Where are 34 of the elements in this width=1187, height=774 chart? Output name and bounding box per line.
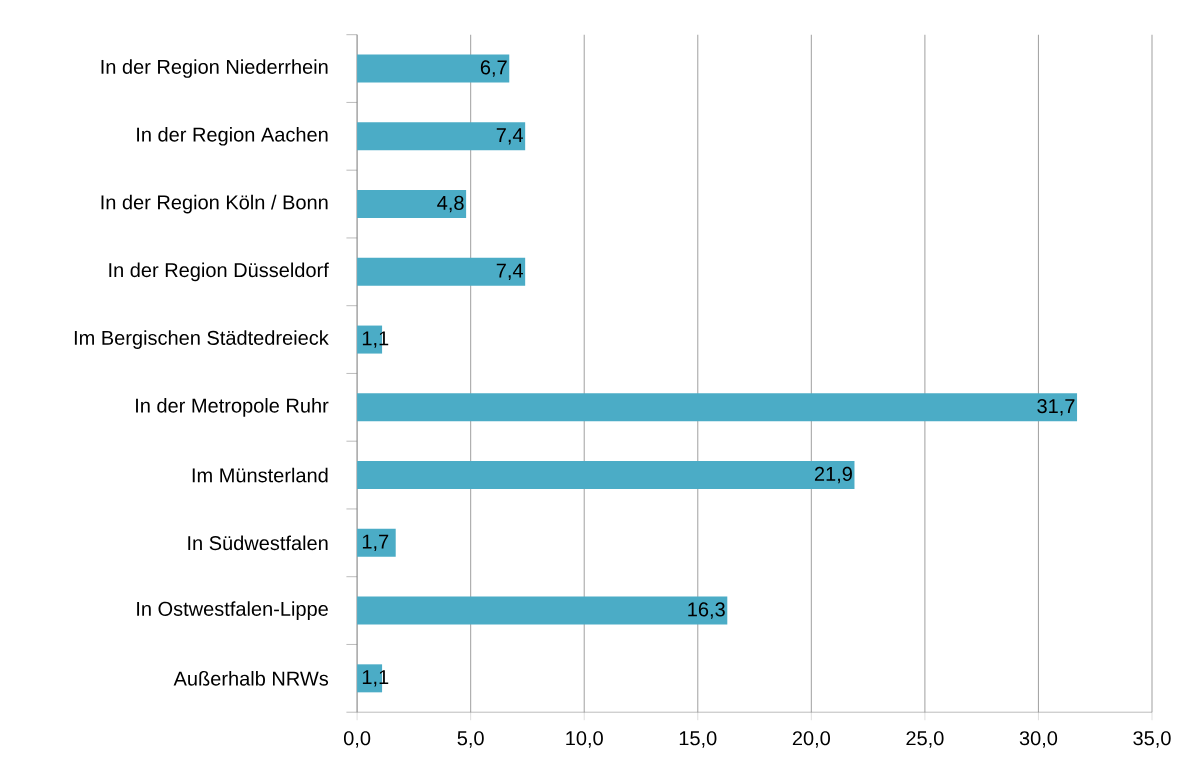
- data-label: 21,9: [814, 466, 852, 484]
- data-label: 7,4: [496, 263, 523, 280]
- data-label: 1,7: [362, 534, 389, 551]
- data-label: 6,7: [480, 60, 507, 77]
- y-tick-label: In der Region Aachen: [137, 126, 328, 146]
- y-tick-label: Im Bergischen Städtedreieck: [74, 330, 329, 349]
- data-label: 4,8: [437, 195, 464, 213]
- y-tick-label: In der Region Köln / Bonn: [101, 194, 328, 214]
- y-tick-label: In Ostwestfalen-Lippe: [137, 601, 328, 620]
- y-tick-label: In der Region Düsseldorf: [109, 262, 329, 282]
- bar: [357, 189, 467, 218]
- bar: [357, 54, 510, 83]
- x-tick-label: 20,0: [792, 731, 830, 748]
- y-tick-label: In der Region Niederrhein: [101, 59, 328, 78]
- y-tick-label: In Südwestfalen: [188, 535, 328, 551]
- x-tick-label: 35,0: [1133, 731, 1171, 748]
- x-tick-label: 25,0: [906, 731, 944, 748]
- x-tick-label: 0,0: [343, 731, 371, 748]
- bar: [357, 596, 728, 625]
- bar: [357, 122, 526, 151]
- bar: [357, 460, 855, 489]
- bar: [357, 528, 396, 557]
- x-tick-label: 15,0: [679, 731, 717, 748]
- data-label: 31,7: [1037, 398, 1075, 416]
- bar: [357, 257, 526, 286]
- x-tick-label: 10,0: [566, 731, 603, 748]
- data-label: 16,3: [688, 602, 725, 619]
- y-tick-label: Außerhalb NRWs: [173, 670, 329, 686]
- y-tick-label: Im Münsterland: [192, 467, 328, 483]
- x-tick-label: 5,0: [457, 731, 484, 748]
- y-tick-label: In der Metropole Ruhr: [136, 397, 329, 417]
- x-tick-label: 30,0: [1019, 731, 1058, 748]
- bar: [357, 393, 1078, 422]
- data-label: 7,4: [496, 128, 523, 145]
